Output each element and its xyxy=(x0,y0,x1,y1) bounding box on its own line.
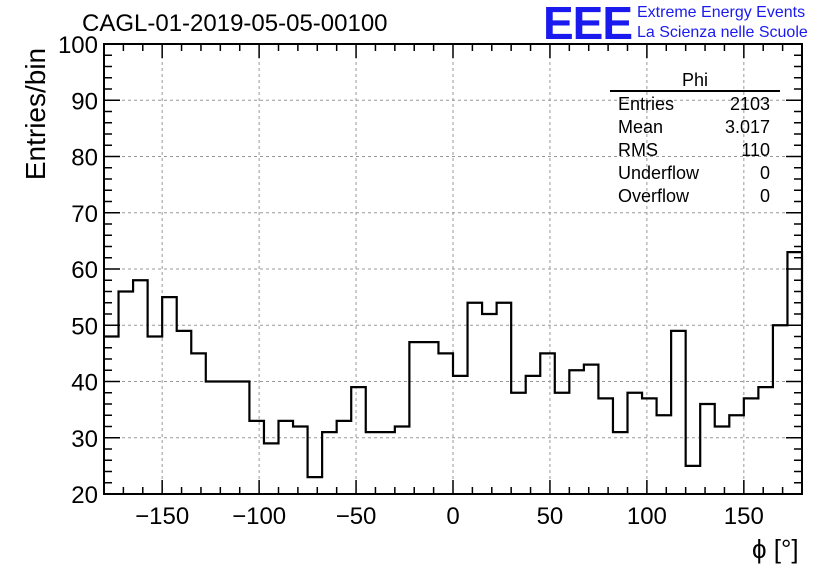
y-tick-label: 20 xyxy=(71,482,98,509)
stats-value: 2103 xyxy=(729,94,770,114)
stats-row-mean: Mean 3.017 xyxy=(612,117,778,140)
tick-labels: −150 −100 −50 0 50 100 150 20 30 40 50 60 70 80 90 100 xyxy=(58,32,764,530)
x-tick-label: 50 xyxy=(537,503,564,530)
stats-value: 3.017 xyxy=(724,117,770,137)
logo-subtitle-2: La Scienza nelle Scuole xyxy=(637,24,808,41)
x-tick-label: −100 xyxy=(232,503,286,530)
stats-row-underflow: Underflow 0 xyxy=(612,163,778,186)
stats-label: Overflow xyxy=(618,186,690,206)
stats-box: Phi Entries 2103 Mean 3.017 RMS 110 Unde… xyxy=(610,70,780,209)
y-tick-label: 30 xyxy=(71,426,98,453)
stats-label: Mean xyxy=(618,117,664,137)
y-tick-label: 90 xyxy=(71,88,98,115)
stats-value: 0 xyxy=(759,186,770,206)
x-tick-label: −50 xyxy=(336,503,377,530)
stats-divider xyxy=(610,90,780,92)
stats-row-entries: Entries 2103 xyxy=(612,94,778,117)
y-tick-label: 100 xyxy=(58,32,98,59)
stats-label: Entries xyxy=(618,94,675,114)
plot-title: CAGL-01-2019-05-05-00100 xyxy=(82,10,388,37)
stats-title: Phi xyxy=(681,70,708,90)
stats-value: 110 xyxy=(741,140,770,160)
x-tick-label: 150 xyxy=(724,503,764,530)
y-tick-label: 40 xyxy=(71,370,98,397)
stats-row-overflow: Overflow 0 xyxy=(612,186,778,209)
axis-ticks xyxy=(103,43,803,495)
eee-logo: EEE xyxy=(543,0,633,49)
x-tick-label: 100 xyxy=(627,503,667,530)
x-tick-label: −150 xyxy=(135,503,189,530)
y-tick-label: 80 xyxy=(71,145,98,172)
stats-row-rms: RMS 110 xyxy=(612,140,778,163)
logo-subtitle-1: Extreme Energy Events xyxy=(637,4,806,21)
y-tick-label: 60 xyxy=(71,257,98,284)
stats-label: Underflow xyxy=(618,163,700,183)
plot-frame xyxy=(103,43,803,495)
stats-value: 0 xyxy=(759,163,770,183)
y-tick-label: 70 xyxy=(71,201,98,228)
x-axis-label: ϕ [°] xyxy=(752,534,799,564)
histogram-line xyxy=(104,251,804,479)
y-axis-label: Entries/bin xyxy=(20,47,51,181)
y-tick-label: 50 xyxy=(71,313,98,340)
x-tick-label: 0 xyxy=(446,503,459,530)
stats-label: RMS xyxy=(618,140,658,160)
